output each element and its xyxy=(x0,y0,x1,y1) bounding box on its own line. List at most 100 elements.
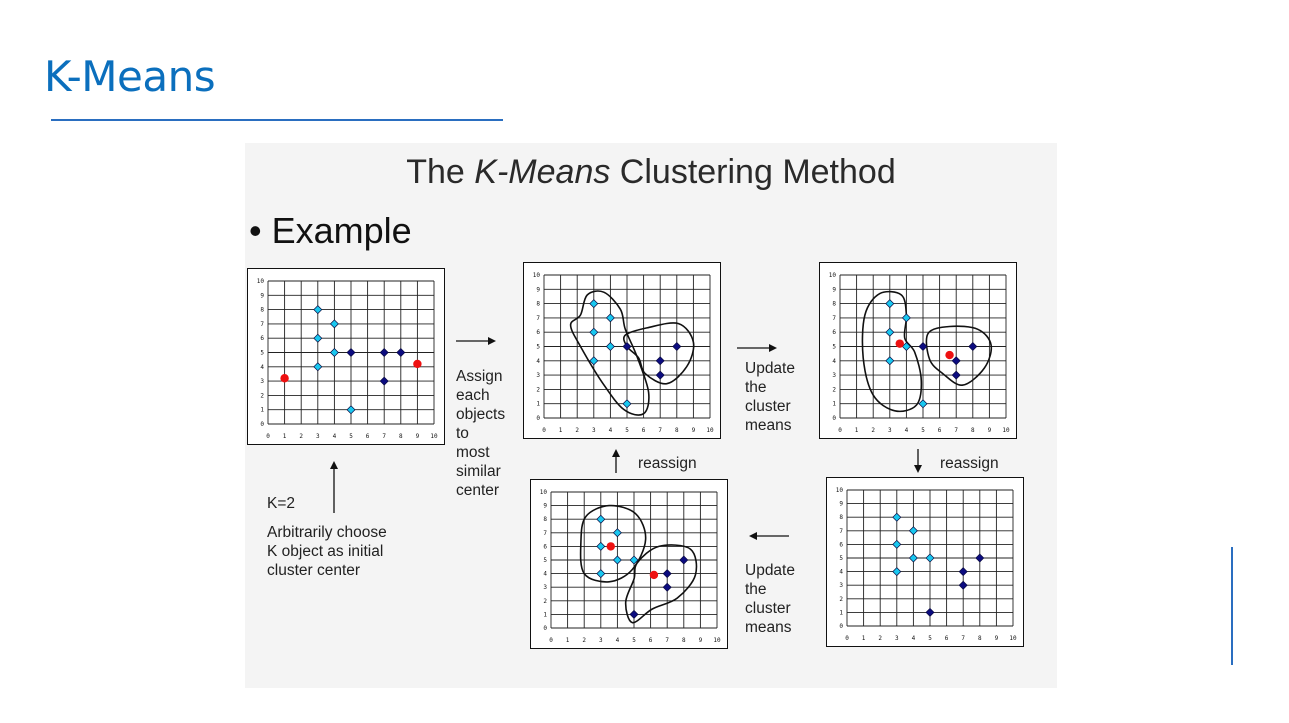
x-tick-label: 2 xyxy=(878,635,882,642)
data-point xyxy=(885,356,895,366)
x-tick-label: 6 xyxy=(649,637,653,644)
y-tick-label: 4 xyxy=(839,569,843,576)
y-tick-label: 5 xyxy=(832,344,836,351)
centroid-point xyxy=(895,339,904,348)
figure-title-suffix: Clustering Method xyxy=(610,153,896,191)
x-tick-label: 10 xyxy=(706,427,714,434)
data-point xyxy=(901,313,911,323)
arrow-to-assigned xyxy=(456,337,496,345)
y-tick-label: 10 xyxy=(540,489,548,496)
x-tick-label: 4 xyxy=(616,637,620,644)
y-tick-label: 7 xyxy=(543,530,547,537)
data-point xyxy=(596,541,606,551)
y-tick-label: 2 xyxy=(536,386,540,393)
y-tick-label: 5 xyxy=(260,350,264,357)
data-point xyxy=(596,514,606,524)
y-tick-label: 0 xyxy=(260,421,264,428)
panel-final: 0 1 2 3 4 5 6 7 8 9 10 0 1 2 3 4 5 6 7 8 9 10 xyxy=(530,479,728,649)
cluster-boundary xyxy=(623,322,695,385)
data-point xyxy=(379,348,389,357)
y-tick-label: 2 xyxy=(543,598,547,605)
update-label-bottom: Update the cluster means xyxy=(745,561,795,637)
x-tick-label: 10 xyxy=(713,637,721,644)
assign-line-2: each xyxy=(456,387,490,404)
y-tick-label: 10 xyxy=(829,272,837,279)
assign-line-5: most xyxy=(456,444,490,461)
y-tick-label: 6 xyxy=(536,329,540,336)
y-tick-label: 4 xyxy=(260,364,264,371)
data-point xyxy=(629,555,639,565)
x-tick-label: 8 xyxy=(675,427,679,434)
y-tick-label: 8 xyxy=(536,301,540,308)
figure-title: The K-Means Clustering Method xyxy=(245,153,1057,192)
data-point xyxy=(596,569,606,579)
x-tick-label: 0 xyxy=(542,427,546,434)
data-point xyxy=(951,356,961,366)
y-tick-label: 1 xyxy=(260,407,264,414)
x-tick-label: 3 xyxy=(888,427,892,434)
y-tick-label: 9 xyxy=(536,286,540,293)
x-tick-label: 1 xyxy=(566,637,570,644)
data-point xyxy=(589,356,599,366)
init-line-3: cluster center xyxy=(267,562,361,579)
k-label: K=2 xyxy=(267,495,296,512)
data-point xyxy=(925,607,935,617)
data-point xyxy=(329,348,339,357)
data-point xyxy=(901,342,911,351)
scatter-plot-reassigned: 0 1 2 3 4 5 6 7 8 9 10 0 1 2 3 4 5 6 7 8 9 10 xyxy=(836,487,1017,642)
centroid-point xyxy=(649,570,659,580)
y-tick-label: 5 xyxy=(543,557,547,564)
x-tick-label: 8 xyxy=(399,433,403,440)
update-label-top: Update the cluster means xyxy=(745,359,795,435)
assign-line-7: center xyxy=(456,482,500,499)
x-tick-label: 1 xyxy=(855,427,859,434)
data-point xyxy=(379,376,389,386)
x-tick-label: 1 xyxy=(283,433,287,440)
y-tick-label: 9 xyxy=(839,501,843,508)
x-tick-label: 5 xyxy=(349,433,353,440)
data-point xyxy=(396,348,406,357)
data-point xyxy=(662,569,672,579)
arrow-to-updated xyxy=(737,344,777,352)
arrow-to-final-left xyxy=(749,532,789,540)
data-point xyxy=(885,299,895,309)
reassign-left-label: reassign xyxy=(638,455,697,472)
y-tick-label: 5 xyxy=(536,344,540,351)
cluster-boundary xyxy=(861,290,923,413)
y-tick-label: 1 xyxy=(832,401,836,408)
data-point xyxy=(605,313,615,323)
scatter-plot-final: 0 1 2 3 4 5 6 7 8 9 10 0 1 2 3 4 5 6 7 8 9 10 xyxy=(540,489,721,644)
scatter-plot-updated: 0 1 2 3 4 5 6 7 8 9 10 0 1 2 3 4 5 6 7 8 9 10 xyxy=(829,272,1010,434)
cluster-boundary xyxy=(925,325,993,386)
y-tick-label: 8 xyxy=(832,301,836,308)
y-tick-label: 9 xyxy=(832,286,836,293)
data-point xyxy=(662,582,672,592)
x-tick-label: 6 xyxy=(642,427,646,434)
data-point xyxy=(975,553,985,563)
y-tick-label: 7 xyxy=(832,315,836,322)
arrow-initial-up xyxy=(330,461,338,513)
assign-line-1: Assign xyxy=(456,368,503,385)
update-top-line-4: means xyxy=(745,417,792,434)
data-point xyxy=(892,539,902,549)
scatter-plot-assigned: 0 1 2 3 4 5 6 7 8 9 10 0 1 2 3 4 5 6 7 8 9 10 xyxy=(533,272,714,434)
slide-title: K-Means xyxy=(44,52,216,101)
y-tick-label: 1 xyxy=(536,401,540,408)
data-point xyxy=(605,342,615,351)
data-point xyxy=(968,342,978,351)
x-tick-label: 6 xyxy=(938,427,942,434)
y-tick-label: 4 xyxy=(832,358,836,365)
x-tick-label: 0 xyxy=(266,433,270,440)
side-accent-line xyxy=(1231,547,1233,665)
x-tick-label: 6 xyxy=(366,433,370,440)
data-point xyxy=(313,333,323,343)
y-tick-label: 4 xyxy=(536,358,540,365)
centroid-point xyxy=(280,374,289,383)
update-bottom-line-2: the xyxy=(745,581,767,598)
x-tick-label: 9 xyxy=(699,637,703,644)
y-tick-label: 6 xyxy=(543,543,547,550)
y-tick-label: 1 xyxy=(543,611,547,618)
data-point xyxy=(589,327,599,337)
x-tick-label: 9 xyxy=(988,427,992,434)
data-point xyxy=(951,370,961,380)
